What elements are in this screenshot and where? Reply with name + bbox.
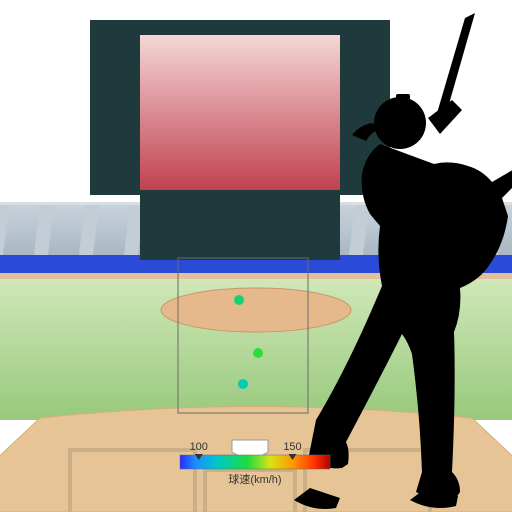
scene-svg: 100 150 球速(km/h) <box>0 0 512 512</box>
legend-tick-label: 150 <box>283 441 301 453</box>
pitch-marker <box>253 348 263 358</box>
pitch-location-chart: 100 150 球速(km/h) <box>0 0 512 512</box>
legend-label: 球速(km/h) <box>228 472 281 486</box>
pitch-marker <box>238 379 248 389</box>
legend-tick-label: 100 <box>190 441 208 453</box>
legend-colorbar <box>180 455 330 469</box>
pitch-marker <box>234 295 244 305</box>
pitchers-mound <box>161 288 351 332</box>
